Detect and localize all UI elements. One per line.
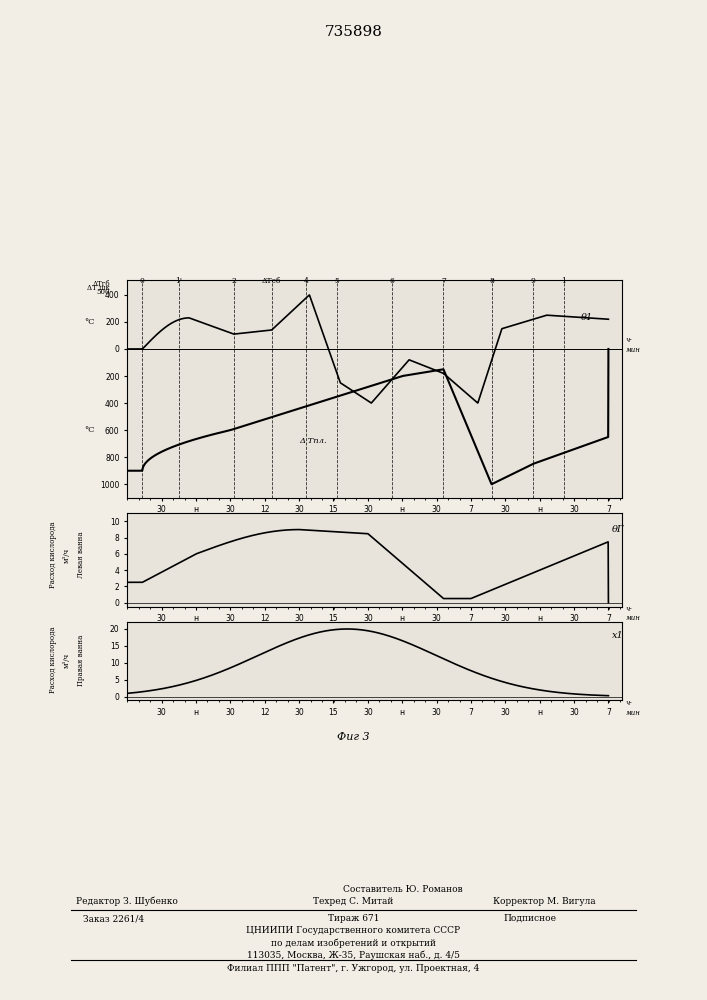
Text: Δ Тпл.: Δ Тпл. bbox=[299, 437, 327, 445]
Text: ч-
мин: ч- мин bbox=[626, 605, 641, 622]
Text: Фиг 3: Фиг 3 bbox=[337, 732, 370, 742]
Text: 1': 1' bbox=[175, 277, 182, 285]
Text: x1: x1 bbox=[612, 631, 624, 640]
Text: Составитель Ю. Романов: Составитель Ю. Романов bbox=[343, 885, 463, 894]
Text: Расход кислорода: Расход кислорода bbox=[49, 522, 57, 588]
Text: Подписное: Подписное bbox=[504, 914, 556, 923]
Text: 735898: 735898 bbox=[325, 25, 382, 39]
Text: 2: 2 bbox=[231, 277, 236, 285]
Text: 9: 9 bbox=[530, 277, 535, 285]
Text: 0: 0 bbox=[140, 277, 145, 285]
Text: Филиал ППП "Патент", г. Ужгород, ул. Проектная, 4: Филиал ППП "Патент", г. Ужгород, ул. Про… bbox=[228, 964, 479, 973]
Text: ΔТ шк: ΔТ шк bbox=[87, 284, 110, 292]
Text: м³/ч: м³/ч bbox=[63, 547, 71, 563]
Text: θГ: θГ bbox=[612, 525, 624, 534]
Text: Техред С. Митай: Техред С. Митай bbox=[313, 897, 394, 906]
Text: ΔТсб: ΔТсб bbox=[262, 277, 281, 285]
Text: по делам изобретений и открытий: по делам изобретений и открытий bbox=[271, 938, 436, 948]
Text: ч-
мин: ч- мин bbox=[626, 336, 641, 354]
Text: 113035, Москва, Ж-35, Раушская наб., д. 4/5: 113035, Москва, Ж-35, Раушская наб., д. … bbox=[247, 950, 460, 960]
Text: ΔТгб: ΔТгб bbox=[93, 280, 110, 288]
Text: 500: 500 bbox=[97, 288, 110, 296]
Text: Заказ 2261/4: Заказ 2261/4 bbox=[83, 914, 144, 923]
Text: 7: 7 bbox=[441, 277, 446, 285]
Text: Тираж 671: Тираж 671 bbox=[328, 914, 379, 923]
Text: Левая ванна: Левая ванна bbox=[77, 532, 86, 578]
Text: 6: 6 bbox=[390, 277, 395, 285]
Text: Расход кислорода: Расход кислорода bbox=[49, 627, 57, 693]
Text: м³/ч: м³/ч bbox=[63, 652, 71, 668]
Text: 1: 1 bbox=[561, 277, 566, 285]
Text: 5: 5 bbox=[334, 277, 339, 285]
Text: θ1: θ1 bbox=[581, 313, 593, 322]
Text: 4: 4 bbox=[303, 277, 308, 285]
Text: Корректор М. Вигула: Корректор М. Вигула bbox=[493, 897, 596, 906]
Text: ч-
мин: ч- мин bbox=[626, 699, 641, 717]
Text: ЦНИИПИ Государственного комитета СССР: ЦНИИПИ Государственного комитета СССР bbox=[247, 926, 460, 935]
Text: Правая ванна: Правая ванна bbox=[77, 634, 86, 686]
Text: °C: °C bbox=[84, 426, 95, 434]
Text: 8: 8 bbox=[489, 277, 494, 285]
Text: °C: °C bbox=[84, 318, 95, 326]
Text: Редактор З. Шубенко: Редактор З. Шубенко bbox=[76, 897, 178, 906]
